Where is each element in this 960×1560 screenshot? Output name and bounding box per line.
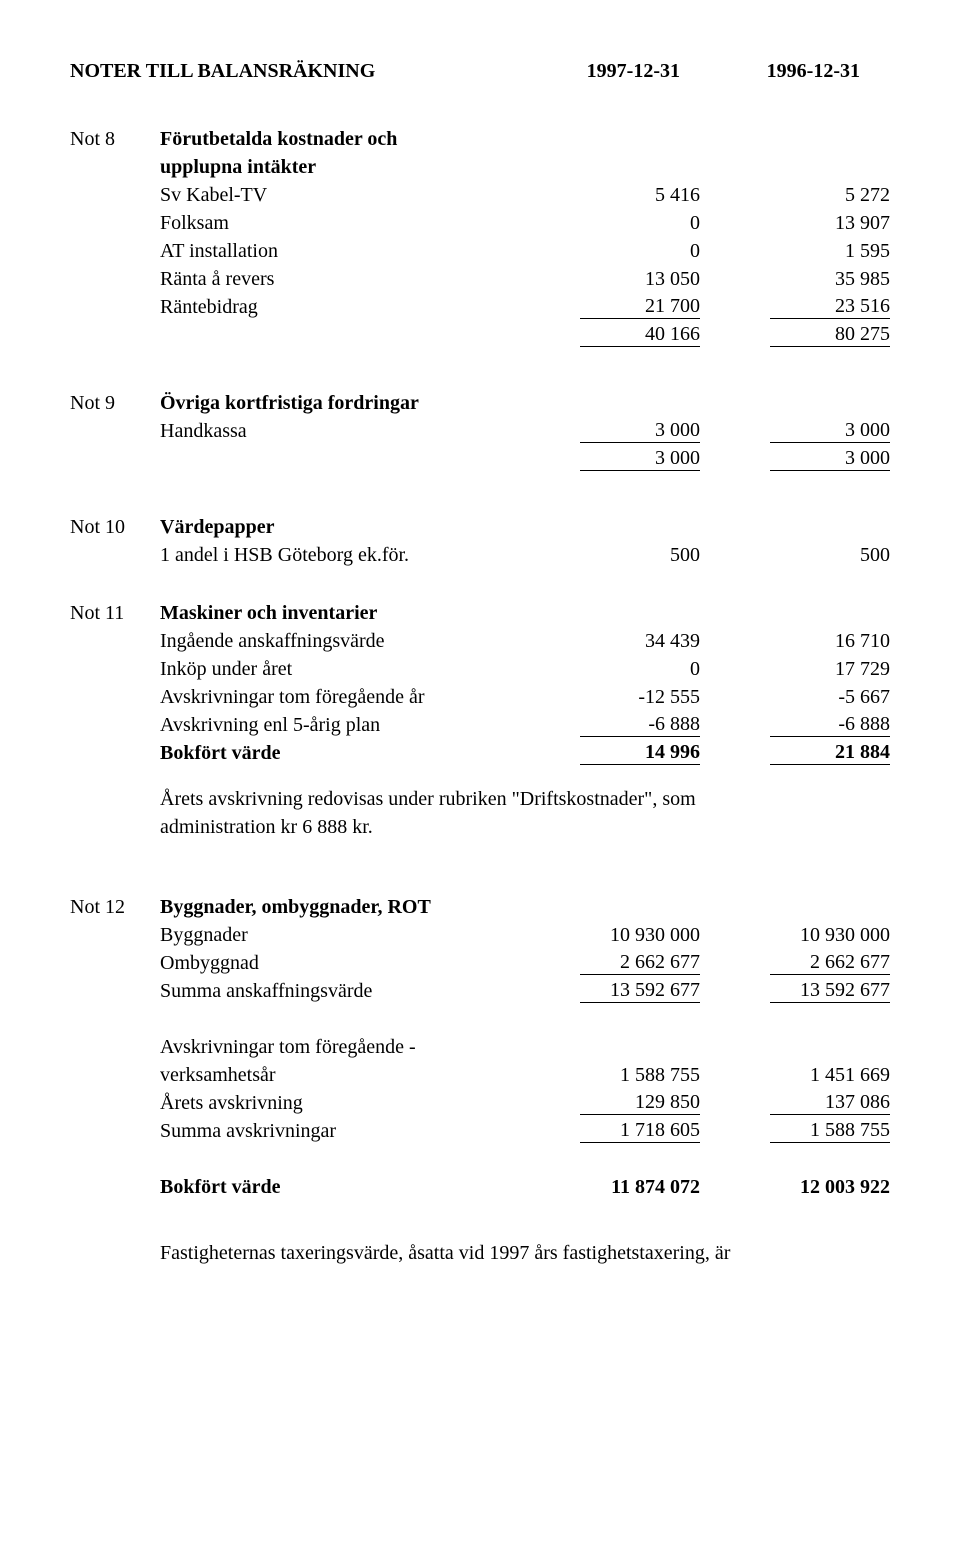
not12-total-v1: 11 874 072 [580,1174,700,1199]
not11-row-v2: -6 888 [770,711,890,737]
not8-row-v2: 13 907 [770,210,890,235]
not12-title: Byggnader, ombyggnader, ROT [160,896,540,919]
not8-row-v2: 1 595 [770,238,890,263]
not12-footer: Fastigheternas taxeringsvärde, åsatta vi… [160,1239,890,1267]
not11-row-label: Avskrivning enl 5-årig plan [160,714,540,737]
not8-row-v1: 0 [580,210,700,235]
not9-row-label: Handkassa [160,420,540,443]
not11: Not 11 Maskiner och inventarier Ingående… [70,597,890,841]
not12-total-v2: 12 003 922 [770,1174,890,1199]
not12-tag: Not 12 [70,896,160,919]
not8-row-label: Sv Kabel-TV [160,184,540,207]
not10: Not 10 Värdepapper 1 andel i HSB Götebor… [70,511,890,567]
not9-title: Övriga kortfristiga fordringar [160,392,540,415]
not9-total-v2: 3 000 [770,445,890,471]
not12-sub2a: Avskrivningar tom föregående - [160,1036,540,1059]
not11-paragraph: Årets avskrivning redovisas under rubrik… [160,785,890,841]
not12-row-label: Årets avskrivning [160,1092,540,1115]
not11-para2: administration kr 6 888 kr. [160,816,373,838]
not12-sum2-v1: 1 718 605 [580,1117,700,1143]
not12-row-v1: 10 930 000 [580,922,700,947]
not12-row-v1: 1 588 755 [580,1062,700,1087]
not11-row-v1: 34 439 [580,628,700,653]
not11-row-v1: -12 555 [580,684,700,709]
not11-total-label: Bokfört värde [160,742,540,765]
not10-tag: Not 10 [70,516,160,539]
not11-row-v2: -5 667 [770,684,890,709]
not8-row-v1: 0 [580,238,700,263]
not8-row-v1: 5 416 [580,182,700,207]
not11-row-v2: 17 729 [770,656,890,681]
not8-title1: Förutbetalda kostnader och [160,128,540,151]
not9-row-v1: 3 000 [580,417,700,443]
not8-tag: Not 8 [70,128,160,151]
not12-row-v2: 10 930 000 [770,922,890,947]
page-header: NOTER TILL BALANSRÄKNING 1997-12-31 1996… [70,60,890,83]
not8-row-v2: 35 985 [770,266,890,291]
not12-row-v2: 2 662 677 [770,949,890,975]
not11-row-label: Ingående anskaffningsvärde [160,630,540,653]
not12-sum2-v2: 1 588 755 [770,1117,890,1143]
not12-row-label: Byggnader [160,924,540,947]
not12-sum1-v1: 13 592 677 [580,977,700,1003]
not8-row-v2: 5 272 [770,182,890,207]
not11-title: Maskiner och inventarier [160,602,540,625]
not8-row-label: Folksam [160,212,540,235]
not8-total-v2: 80 275 [770,321,890,347]
not12-row-label: Ombyggnad [160,952,540,975]
not9: Not 9 Övriga kortfristiga fordringar Han… [70,387,890,471]
not11-para1: Årets avskrivning redovisas under rubrik… [160,788,696,810]
not8-title2: upplupna intäkter [160,156,540,179]
not11-row-v1: 0 [580,656,700,681]
not8-row-label: Ränta å revers [160,268,540,291]
not11-row-label: Inköp under året [160,658,540,681]
not12-row-label: verksamhetsår [160,1064,540,1087]
header-col1: 1997-12-31 [500,60,680,83]
not11-total-v2: 21 884 [770,739,890,765]
not8-row-label: AT installation [160,240,540,263]
header-title: NOTER TILL BALANSRÄKNING [70,60,500,83]
not11-row-v1: -6 888 [580,711,700,737]
header-col2: 1996-12-31 [680,60,860,83]
not8-row-label: Räntebidrag [160,296,540,319]
not8-row-v2: 23 516 [770,293,890,319]
not12-sum1-label: Summa anskaffningsvärde [160,980,540,1003]
not12-row-v2: 1 451 669 [770,1062,890,1087]
not11-tag: Not 11 [70,602,160,625]
not10-row-v1: 500 [580,542,700,567]
not12-row-v1: 2 662 677 [580,949,700,975]
not12-row-v2: 137 086 [770,1089,890,1115]
not12-sum1-v2: 13 592 677 [770,977,890,1003]
not8-total-v1: 40 166 [580,321,700,347]
not10-row-label: 1 andel i HSB Göteborg ek.för. [160,544,540,567]
not11-total-v1: 14 996 [580,739,700,765]
not8: Not 8 Förutbetalda kostnader och upplupn… [70,123,890,347]
not8-row-v1: 13 050 [580,266,700,291]
not9-row-v2: 3 000 [770,417,890,443]
not8-row-v1: 21 700 [580,293,700,319]
not10-row-v2: 500 [770,542,890,567]
not12-total-label: Bokfört värde [160,1176,540,1199]
not10-title: Värdepapper [160,516,540,539]
not9-tag: Not 9 [70,392,160,415]
not12-row-v1: 129 850 [580,1089,700,1115]
not12-sum2-label: Summa avskrivningar [160,1120,540,1143]
not11-row-label: Avskrivningar tom föregående år [160,686,540,709]
not9-total-v1: 3 000 [580,445,700,471]
not11-row-v2: 16 710 [770,628,890,653]
not12: Not 12 Byggnader, ombyggnader, ROT Byggn… [70,891,890,1267]
